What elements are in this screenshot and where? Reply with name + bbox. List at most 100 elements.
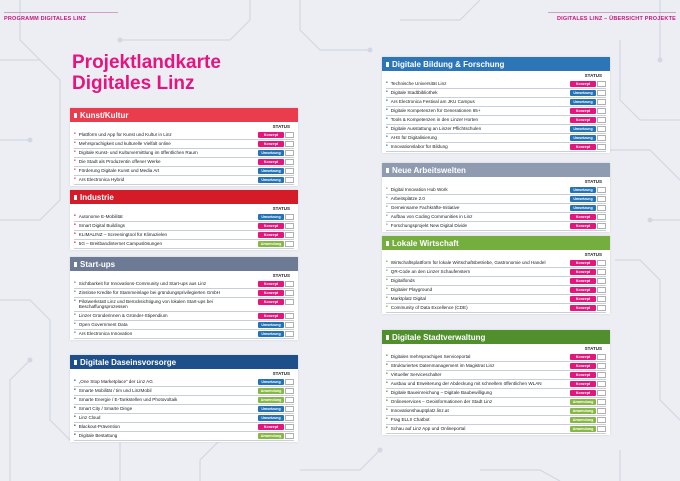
project-name: Digitale Ausstattung an Linzer Pflichtsc… xyxy=(390,125,482,131)
status-indicator: Anwendung xyxy=(258,433,294,439)
project-row: • Digitales mehrsprachiges Serviceportal K… xyxy=(386,353,606,362)
project-list: • Plattform und App für Kunst und Kultur … xyxy=(70,131,298,186)
status-badge: Anwendung xyxy=(258,433,284,439)
status-indicator: Umsetzung xyxy=(570,90,606,96)
status-indicator: Konzept xyxy=(570,260,606,266)
project-name: Digitale Kompetenzen für Generationen 65… xyxy=(390,107,481,113)
status-indicator: Umsetzung xyxy=(258,168,294,174)
section-header: Digitale Daseinsvorsorge xyxy=(70,355,298,369)
project-name: Innovationshauptplatz.linz.at xyxy=(390,407,449,413)
status-badge: Konzept xyxy=(570,363,596,369)
project-name: Pilotwerkstatt Linz und Berücksichtigung… xyxy=(78,298,213,310)
status-indicator: Umsetzung xyxy=(258,150,294,156)
project-row: • Innovationshauptplatz.linz.at Anwendung xyxy=(386,407,606,416)
bullet-icon: • xyxy=(386,133,388,140)
bullet-icon: • xyxy=(74,280,76,286)
bullet-icon: • xyxy=(74,297,76,304)
status-bar-remainder xyxy=(597,135,606,141)
bullet-icon: • xyxy=(74,288,76,295)
status-indicator: Konzept xyxy=(258,132,294,138)
project-list: • „One Stop Marketplace“ der Linz AG Umset… xyxy=(70,378,298,442)
project-row: • QR-Code an den Linzer Schaufenstern Konz… xyxy=(386,268,606,277)
status-badge: Umsetzung xyxy=(258,168,284,174)
bullet-icon: • xyxy=(386,276,388,283)
status-bar-remainder xyxy=(597,296,606,302)
status-badge: Umsetzung xyxy=(570,205,596,211)
project-name: Digital Innovation Hub Work xyxy=(390,187,448,192)
status-indicator: Konzept xyxy=(258,141,294,147)
status-indicator: Konzept xyxy=(570,269,606,275)
project-row: • AHS für Digitalisierung Umsetzung xyxy=(386,134,606,143)
status-indicator: Konzept xyxy=(570,372,606,378)
status-indicator: Anwendung xyxy=(258,388,294,394)
status-badge: Konzept xyxy=(258,299,284,305)
project-row: • Digitale Bestattung Anwendung xyxy=(74,432,294,441)
status-indicator: Umsetzung xyxy=(258,177,294,183)
status-indicator: Konzept xyxy=(570,390,606,396)
status-bar-remainder xyxy=(285,281,294,287)
project-row: • Smart City / Smarte Dinge Umsetzung xyxy=(74,405,294,414)
status-indicator: Umsetzung xyxy=(258,330,294,337)
project-row: • Frag ELLI! Chatbot Anwendung xyxy=(386,416,606,425)
project-list: • Wirtschaftsplattform für lokale Wirtsch… xyxy=(382,259,610,314)
header-rule-left xyxy=(4,12,118,13)
project-name: Digitalfonds xyxy=(390,277,415,283)
project-row: • Smarte Mobilität / tim und LinzMobil Anw… xyxy=(74,387,294,396)
bullet-icon: • xyxy=(386,267,388,274)
status-bar-remainder xyxy=(285,241,294,247)
project-row: • Virtueller Serviceschalter Konzept xyxy=(386,371,606,380)
status-bar-remainder xyxy=(597,260,606,266)
status-badge: Konzept xyxy=(258,232,284,238)
project-row: • 5G – Breitbandinternet Campuslösungen An… xyxy=(74,240,294,249)
project-name: Mehrsprachigkeit und kulturelle Vielfalt… xyxy=(78,140,171,146)
project-list: • Technische Universität Linz Konzept • Digi… xyxy=(382,80,610,153)
status-badge: Konzept xyxy=(570,269,596,275)
status-badge: Umsetzung xyxy=(570,196,596,202)
bullet-icon: • xyxy=(386,303,388,310)
header-right: DIGITALES LINZ – ÜBERSICHT PROJEKTE xyxy=(556,16,676,22)
header-rule-right xyxy=(548,12,676,13)
status-bar-remainder xyxy=(285,406,294,412)
project-name: 5G – Breitbandinternet Campuslösungen xyxy=(78,240,163,246)
project-row: • Innovationslabor für Bildung Konzept xyxy=(386,143,606,152)
status-bar-remainder xyxy=(597,81,606,87)
bullet-icon: • xyxy=(74,320,76,327)
status-bar-remainder xyxy=(285,312,294,319)
status-bar-remainder xyxy=(597,399,606,405)
status-column-header: STATUS xyxy=(272,273,290,278)
status-bar-remainder xyxy=(597,143,606,150)
bullet-icon: • xyxy=(386,88,388,95)
status-badge: Konzept xyxy=(258,424,284,430)
project-row: • KLIMALINZ – Screeningtool für Klimaziel… xyxy=(74,231,294,240)
status-badge: Konzept xyxy=(570,390,596,396)
project-row: • Strukturiertes Datenmanagement im Magis… xyxy=(386,362,606,371)
header-left: PROGRAMM DIGITALES LINZ xyxy=(4,16,87,22)
project-name: Strukturiertes Datenmanagement im Magist… xyxy=(390,362,495,368)
project-name: Smart Digital Buildings xyxy=(78,222,125,228)
status-indicator: Umsetzung xyxy=(570,187,606,193)
panel-wirtschaft: Lokale Wirtschaft STATUS • Wirtschaftsplatt… xyxy=(382,236,610,314)
project-name: Onlineservices – Geoinformationen der St… xyxy=(390,398,493,404)
project-name: Linz Cloud xyxy=(78,414,101,420)
status-badge: Umsetzung xyxy=(258,214,284,220)
status-badge: Umsetzung xyxy=(570,90,596,96)
status-badge: Konzept xyxy=(258,141,284,147)
project-row: • Onlineservices – Geoinformationen der S… xyxy=(386,398,606,407)
section-header: Digitale Bildung & Forschung xyxy=(382,57,610,71)
project-name: Smarte Energie / E-Tankstellen und Photo… xyxy=(78,396,178,402)
project-list: • Sichtbarkeit für Innovations-Community … xyxy=(70,280,298,340)
status-bar-remainder xyxy=(597,269,606,275)
project-row: • Digitale Kompetenzen für Generationen 6… xyxy=(386,107,606,116)
project-row: • Arbeitsplätze 2.0 Umsetzung xyxy=(386,195,606,204)
status-bar-remainder xyxy=(285,232,294,238)
bullet-icon: • xyxy=(386,406,388,413)
project-name: Zinslose Kredite für Stammeinlage bei gr… xyxy=(78,289,220,295)
status-bar-remainder xyxy=(285,321,294,328)
project-row: • Digitale Kunst- und Kulturvermittlung i… xyxy=(74,149,294,158)
status-badge: Umsetzung xyxy=(570,126,596,132)
status-bar-remainder xyxy=(597,390,606,396)
status-indicator: Konzept xyxy=(570,354,606,360)
bullet-icon: • xyxy=(386,212,388,219)
project-name: Autonome E-Mobilität xyxy=(78,214,123,219)
status-bar-remainder xyxy=(597,223,606,229)
